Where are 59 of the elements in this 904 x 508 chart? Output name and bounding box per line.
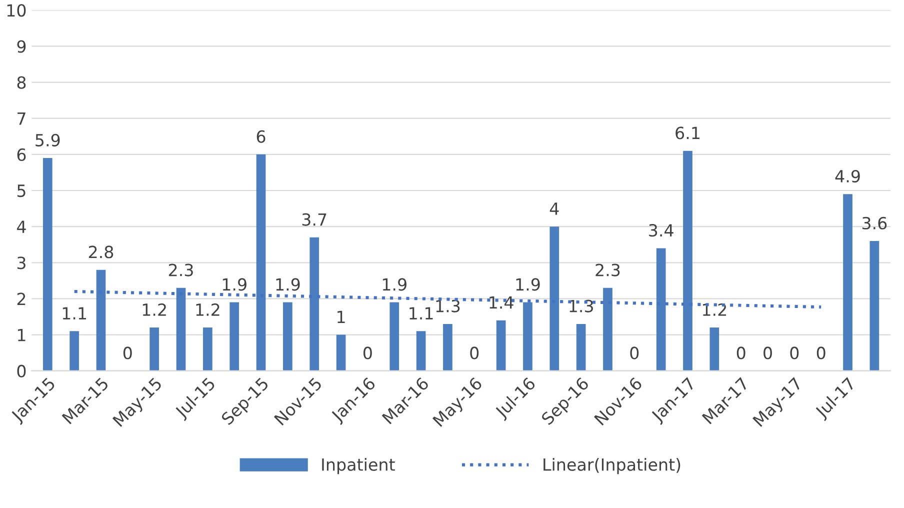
bar [150,328,159,371]
data-label: 1.1 [410,307,433,320]
bar [443,324,452,371]
data-label: 2.8 [88,246,114,258]
data-label: 3.7 [302,213,326,226]
bar [416,331,426,371]
y-tick-label: 2 [17,292,26,306]
bar [70,331,79,371]
data-label: 1.2 [142,303,166,316]
data-label: 1.1 [62,307,86,320]
data-label: 0 [630,346,639,360]
bar [843,194,852,371]
data-label: 2.3 [168,264,193,276]
data-label: 1.3 [436,300,460,312]
data-label: 0 [816,346,826,360]
y-tick-label: 3 [17,256,26,270]
bar [576,324,586,371]
data-label: 6 [256,130,266,143]
y-tick-label: 6 [17,148,26,161]
y-tick-label: 10 [7,4,26,17]
data-label: 1.9 [222,278,246,291]
data-label: 1 [338,310,345,323]
data-label: 0 [736,346,746,360]
data-label: 0 [123,346,132,360]
data-label: 1.2 [196,303,220,316]
data-label: 6.1 [676,126,700,140]
bar [870,240,880,371]
data-label: 5.9 [36,134,60,146]
y-tick-label: 9 [17,40,26,53]
data-label: 1.4 [490,296,514,309]
bar [710,328,720,371]
bar [496,320,506,371]
data-label: 1.9 [516,278,540,291]
bar [283,302,292,371]
data-label: 2.3 [596,264,620,276]
data-label: 4.9 [835,170,860,183]
y-tick-label: 0 [17,364,26,378]
bar [230,302,240,371]
data-label: 0 [470,346,479,360]
bar [42,158,52,371]
y-tick-label: 5 [17,184,26,198]
data-label: 1.9 [382,278,406,291]
y-tick-label: 7 [18,112,26,125]
y-tick-label: 1 [18,328,26,342]
data-label: 1.9 [276,278,300,291]
data-label: 1.3 [570,300,593,312]
bar [336,334,346,371]
data-label: 3.4 [649,224,674,237]
data-label: 4 [550,202,559,215]
legend-label: Linear(Inpatient) [544,458,680,474]
data-label: 0 [790,346,799,360]
data-label: 0 [764,346,772,360]
y-tick-label: 8 [17,76,26,89]
legend-label: Inpatient [322,458,395,474]
data-label: 0 [363,346,372,360]
data-label: 3.6 [862,216,887,230]
bar [203,328,212,371]
y-tick-label: 4 [16,220,26,233]
bar [390,302,400,371]
